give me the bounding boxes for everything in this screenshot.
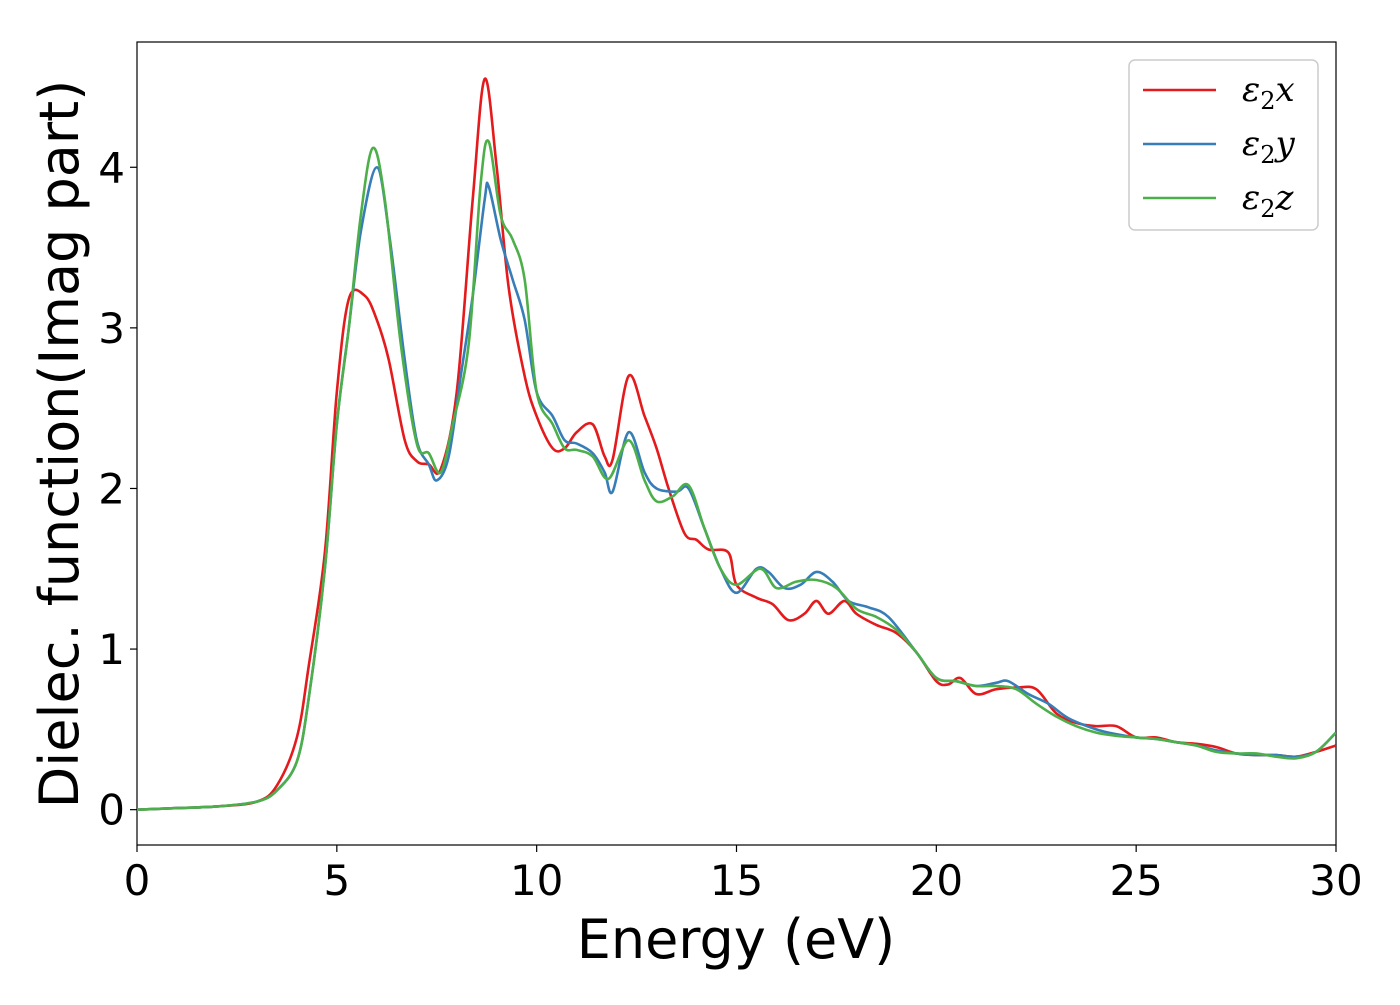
x-tick-label: 10 [510,856,563,905]
series-line-y [137,165,1336,811]
x-axis-ticks: 0 5 10 15 20 25 30 [124,845,1363,905]
legend-label-z: ε2z [1242,178,1295,223]
x-tick-label: 0 [124,856,151,905]
y-axis-ticks: 0 1 2 3 4 [98,143,137,835]
x-tick-label: 30 [1309,856,1362,905]
y-tick-label: 3 [98,304,125,353]
y-tick-label: 0 [98,786,125,835]
series-line-z [137,139,1336,811]
legend-label-x: ε2x [1242,70,1295,115]
x-tick-label: 20 [910,856,963,905]
legend-label-y: ε2y [1242,124,1296,169]
y-axis-title: Dielec. function(Imag part) [28,80,91,809]
legend-box [1128,59,1319,231]
x-tick-label: 15 [710,856,763,905]
x-tick-label: 25 [1109,856,1162,905]
legend: ε2x ε2y ε2z [1128,59,1319,231]
x-tick-label: 5 [323,856,350,905]
y-tick-label: 4 [98,143,125,192]
y-tick-label: 2 [98,464,125,513]
y-tick-label: 1 [98,625,125,674]
series-lines [137,77,1336,811]
x-axis-title: Energy (eV) [577,908,896,971]
